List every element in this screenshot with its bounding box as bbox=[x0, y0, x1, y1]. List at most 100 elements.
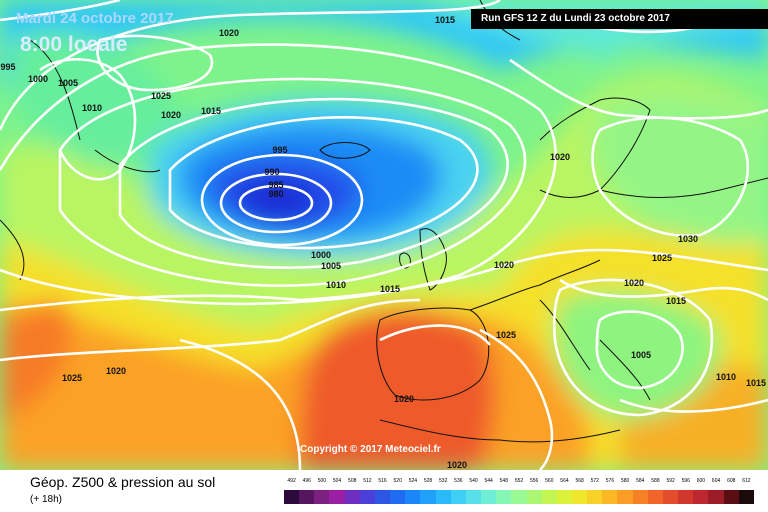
isobar-label: 1015 bbox=[746, 378, 766, 388]
color-scale-label: 512 bbox=[363, 478, 372, 484]
isobar-label: 1005 bbox=[58, 78, 78, 88]
isobar-label: 1010 bbox=[326, 280, 346, 290]
legend-bar: Géop. Z500 & pression au sol (+ 18h) 492… bbox=[0, 470, 768, 512]
color-scale-label: 552 bbox=[514, 478, 524, 484]
color-scale bbox=[284, 490, 754, 504]
color-scale-label: 544 bbox=[484, 478, 493, 484]
color-scale-swatch bbox=[678, 490, 694, 504]
color-scale-swatch bbox=[374, 490, 391, 504]
color-scale-label: 580 bbox=[620, 478, 630, 484]
color-scale-swatch bbox=[465, 490, 482, 504]
color-scale-swatch bbox=[738, 490, 754, 504]
color-scale-swatch bbox=[556, 490, 572, 504]
isobar-label: 985 bbox=[268, 180, 283, 190]
isobar-label: 1025 bbox=[652, 253, 672, 263]
color-scale-label: 588 bbox=[651, 478, 660, 484]
color-scale-label: 532 bbox=[439, 478, 448, 484]
color-scale-label: 516 bbox=[378, 478, 387, 484]
legend-title: Géop. Z500 & pression au sol bbox=[30, 474, 216, 490]
color-scale-swatch bbox=[390, 490, 406, 504]
color-scale-swatch bbox=[617, 490, 633, 504]
color-scale-swatch bbox=[723, 490, 739, 504]
color-scale-label: 520 bbox=[393, 478, 402, 484]
color-scale-swatch bbox=[496, 490, 512, 504]
color-scale-swatch bbox=[662, 490, 679, 504]
isobar-label: 1025 bbox=[496, 330, 516, 340]
isobar-label: 1025 bbox=[151, 91, 171, 101]
color-scale-swatch bbox=[435, 490, 451, 504]
color-scale-label: 508 bbox=[348, 478, 357, 484]
color-scale-swatch bbox=[541, 490, 557, 504]
isobar-label: 1010 bbox=[82, 103, 102, 113]
color-scale-label: 524 bbox=[408, 478, 418, 484]
color-scale-swatch bbox=[314, 490, 330, 504]
isobar-label: 1020 bbox=[394, 394, 414, 404]
color-scale-label: 568 bbox=[575, 478, 584, 484]
isobar-label: 995 bbox=[272, 145, 287, 155]
isobars bbox=[0, 0, 768, 470]
isobar-label: 1020 bbox=[161, 110, 181, 120]
color-scale-swatch bbox=[587, 490, 603, 504]
isobar-label: 1000 bbox=[28, 74, 48, 84]
isobar-label: 1020 bbox=[447, 460, 467, 470]
color-scale-swatch bbox=[571, 490, 588, 504]
isobar-label: 1010 bbox=[716, 372, 736, 382]
color-scale-swatch bbox=[693, 490, 709, 504]
color-scale-swatch bbox=[602, 490, 618, 504]
color-scale-swatch bbox=[405, 490, 421, 504]
forecast-local-time: 8:00 locale bbox=[20, 33, 128, 56]
color-scale-label: 576 bbox=[605, 478, 615, 484]
color-scale-swatch bbox=[344, 490, 360, 504]
color-scale-swatch bbox=[526, 490, 542, 504]
color-scale-swatch bbox=[329, 490, 345, 504]
color-scale-labels: 492 496 500 504 508 512 516 520 524 528 532 536 540 5… bbox=[284, 478, 754, 488]
color-scale-label: 556 bbox=[529, 478, 539, 484]
isobar-label: 1020 bbox=[494, 260, 514, 270]
color-scale-label: 496 bbox=[302, 478, 311, 484]
color-scale-swatch bbox=[632, 490, 648, 504]
color-scale-label: 592 bbox=[666, 478, 675, 484]
isobar-label: 1020 bbox=[550, 152, 570, 162]
isobar-label: 1015 bbox=[201, 106, 221, 116]
color-scale-swatch bbox=[481, 490, 497, 504]
isobar-label: 1015 bbox=[435, 15, 455, 25]
color-scale-label: 600 bbox=[696, 478, 706, 484]
color-scale-swatch bbox=[450, 490, 466, 504]
color-scale-label: 612 bbox=[742, 478, 751, 484]
color-scale-label: 572 bbox=[590, 478, 599, 484]
color-scale-swatch bbox=[359, 490, 375, 504]
color-scale-label: 608 bbox=[727, 478, 736, 484]
isobar-label: 990 bbox=[264, 167, 279, 177]
copyright-notice: Copyright © 2017 Meteociel.fr bbox=[300, 444, 441, 455]
color-scale-swatch bbox=[420, 490, 436, 504]
color-scale-label: 540 bbox=[469, 478, 478, 484]
forecast-date: Mardi 24 octobre 2017 bbox=[16, 10, 174, 27]
color-scale-label: 548 bbox=[499, 478, 508, 484]
color-scale-swatch bbox=[708, 490, 724, 504]
color-scale-swatch bbox=[299, 490, 315, 504]
color-scale-label: 500 bbox=[317, 478, 327, 484]
color-scale-label: 528 bbox=[423, 478, 433, 484]
isobar-label: 1020 bbox=[106, 366, 126, 376]
color-scale-swatch bbox=[511, 490, 527, 504]
color-scale-label: 564 bbox=[560, 478, 569, 484]
isobar-label: 1020 bbox=[219, 28, 239, 38]
color-scale-label: 596 bbox=[681, 478, 690, 484]
isobar-label: 1015 bbox=[666, 296, 686, 306]
legend-subtitle: (+ 18h) bbox=[30, 494, 62, 505]
model-run-banner: Run GFS 12 Z du Lundi 23 octobre 2017 bbox=[471, 9, 768, 29]
isobar-label: 1005 bbox=[631, 350, 651, 360]
color-scale-label: 604 bbox=[711, 478, 721, 484]
isobar-label: 1015 bbox=[380, 284, 400, 294]
color-scale-label: 560 bbox=[545, 478, 554, 484]
color-scale-label: 492 bbox=[287, 478, 296, 484]
color-scale-label: 584 bbox=[636, 478, 645, 484]
color-scale-label: 504 bbox=[332, 478, 342, 484]
color-scale-swatch bbox=[647, 490, 663, 504]
color-scale-label: 536 bbox=[454, 478, 463, 484]
isobar-label: 1005 bbox=[321, 261, 341, 271]
color-scale-swatch bbox=[284, 490, 300, 504]
